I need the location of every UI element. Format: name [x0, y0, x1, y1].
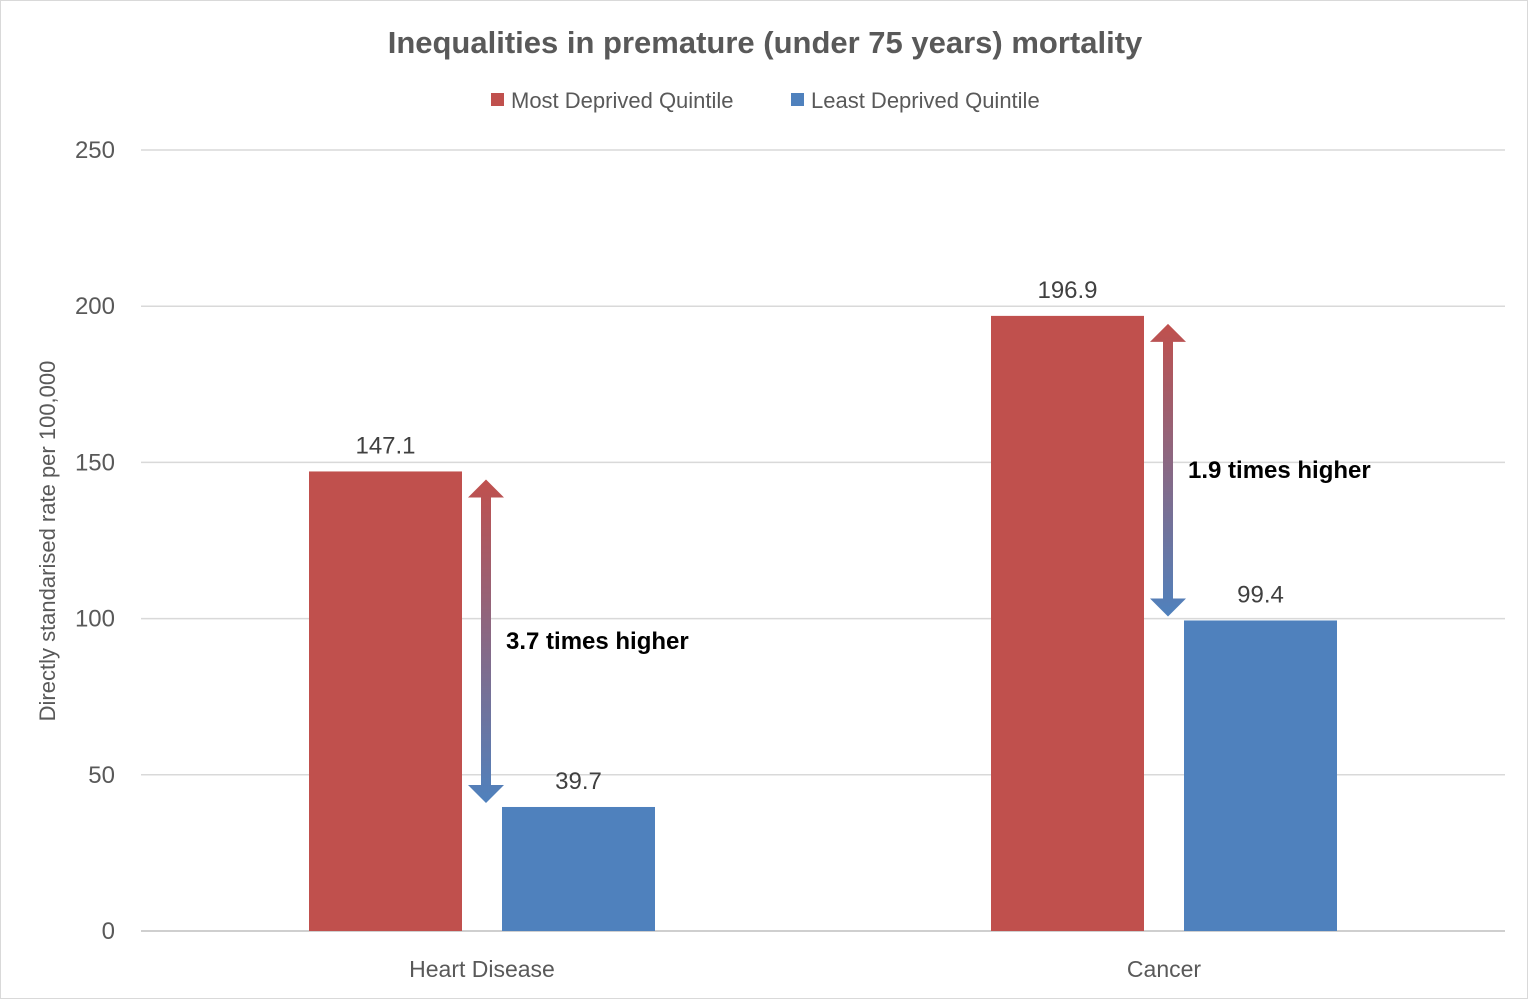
y-tick-label-150: 150	[75, 449, 115, 476]
legend-label-least-deprived: Least Deprived Quintile	[811, 88, 1040, 113]
bar-heart-disease-most-deprived-quintile	[309, 471, 462, 931]
data-label-cancer-most-deprived-quintile: 196.9	[1037, 277, 1097, 304]
ratio-annotation-heart-disease: 3.7 times higher	[506, 628, 689, 655]
data-label-heart-disease-least-deprived-quintile: 39.7	[555, 768, 602, 795]
legend: Most Deprived Quintile Least Deprived Qu…	[491, 88, 1040, 113]
data-label-heart-disease-most-deprived-quintile: 147.1	[355, 432, 415, 459]
y-tick-label-250: 250	[75, 137, 115, 164]
y-axis-title: Directly standarised rate per 100,000	[35, 361, 60, 722]
bar-cancer-most-deprived-quintile	[991, 315, 1144, 931]
category-label-cancer: Cancer	[1127, 956, 1201, 982]
y-tick-label-50: 50	[88, 762, 115, 789]
bar-value-labels: 147.1 39.7 196.9 99.4	[355, 277, 1283, 795]
x-axis-categories: Heart Disease Cancer	[409, 956, 1201, 982]
y-axis-ticks: 0 50 100 150 200 250	[75, 137, 115, 945]
legend-label-most-deprived: Most Deprived Quintile	[511, 88, 734, 113]
ratio-annotation-cancer: 1.9 times higher	[1188, 457, 1371, 484]
legend-swatch-least-deprived	[791, 93, 804, 106]
category-label-heart-disease: Heart Disease	[409, 956, 555, 982]
legend-swatch-most-deprived	[491, 93, 504, 106]
data-label-cancer-least-deprived-quintile: 99.4	[1237, 581, 1284, 608]
ratio-arrow-cancer	[1150, 323, 1186, 617]
y-tick-label-200: 200	[75, 293, 115, 320]
y-tick-label-100: 100	[75, 606, 115, 633]
bar-heart-disease-least-deprived-quintile	[502, 806, 655, 931]
y-tick-label-0: 0	[102, 918, 115, 945]
bars	[309, 315, 1337, 931]
bar-cancer-least-deprived-quintile	[1184, 620, 1337, 931]
ratio-arrows: 3.7 times higher 1.9 times higher	[468, 323, 1371, 803]
chart-title: Inequalities in premature (under 75 year…	[388, 25, 1143, 60]
ratio-arrow-heart-disease	[468, 479, 504, 803]
